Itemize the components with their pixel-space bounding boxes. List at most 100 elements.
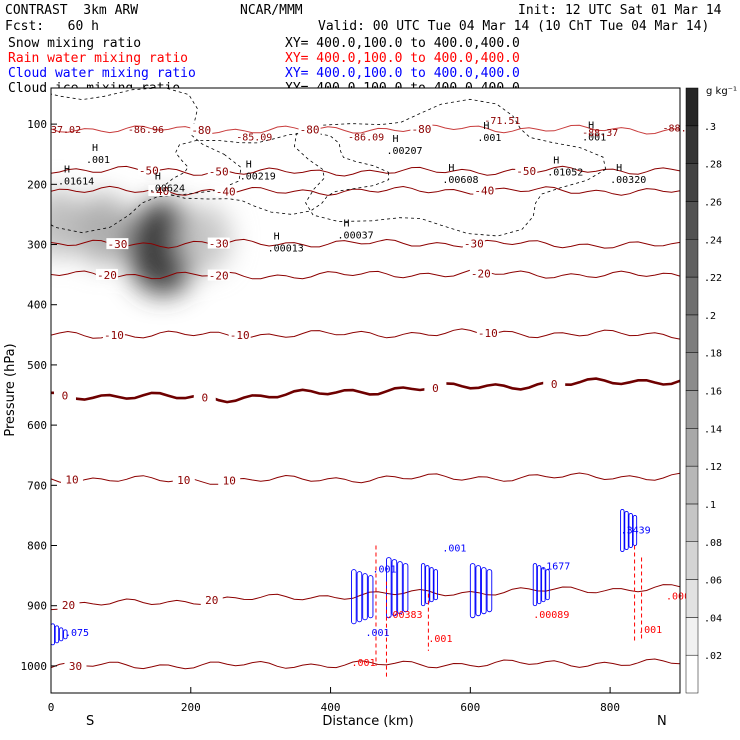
- y-tick-label: 400: [27, 299, 47, 312]
- legend-cloud-water-name: Cloud water mixing ratio: [8, 66, 196, 81]
- temp-label-bg: [200, 594, 223, 606]
- temp-contour-label: 0: [432, 382, 439, 395]
- colorbar-tick-label: .04: [704, 613, 722, 624]
- temp-contour-label: -50: [139, 165, 159, 178]
- ice-contour-label: .00207: [386, 146, 422, 157]
- temp-label-bg: [207, 165, 230, 177]
- cloud-water-label: .3439: [621, 525, 651, 536]
- temp-label-bg: [469, 267, 492, 279]
- ice-high-marker: H: [92, 143, 98, 154]
- temp-label-bg: [462, 237, 485, 249]
- colorbar-tick-label: .1: [704, 500, 716, 511]
- temp-label-bg: [64, 659, 87, 671]
- temp-label-bg: [148, 184, 171, 196]
- temp-contour-line: [51, 584, 680, 611]
- x-tick-label: 400: [321, 701, 341, 714]
- temp-contour-label: -80: [411, 123, 431, 136]
- temp-contour-label: -30: [209, 238, 229, 251]
- temp-contour-label: 10: [223, 474, 236, 487]
- temp-contour-label: 20: [205, 594, 218, 607]
- y-axis-title: Pressure (hPa): [3, 343, 18, 436]
- ice-contour-label: .00608: [442, 175, 478, 186]
- plot-area: [51, 88, 680, 693]
- temp-label-bg: [95, 268, 118, 280]
- colorbar-tick-label: .08: [704, 538, 722, 549]
- temp-contour-label: -50: [209, 166, 229, 179]
- colorbar-cell: [685, 239, 699, 278]
- cloud-ice-contours: [51, 88, 607, 237]
- temp-contour-label: -10: [230, 329, 250, 342]
- colorbar-cell: [685, 276, 699, 316]
- temp-contour-label: -30: [107, 238, 127, 251]
- ice-contour-label: .00219: [240, 172, 276, 183]
- temp-contour-label: 30: [69, 660, 82, 673]
- temp-label-bg: [476, 327, 499, 339]
- ice-contour-label: .001: [86, 155, 110, 166]
- cloud-water-contour: [420, 563, 426, 607]
- cloud-water-contour: [402, 563, 409, 613]
- temp-contour-line: [51, 238, 680, 249]
- top-value-label: -88.37: [582, 128, 618, 139]
- temp-contour-label: -20: [97, 269, 117, 282]
- top-value-label: -86.96: [128, 125, 164, 136]
- temp-label-bg: [298, 123, 321, 135]
- ice-contour: [293, 98, 607, 237]
- temp-label-bg: [60, 473, 83, 485]
- ice-high-marker: H: [392, 134, 398, 145]
- cloud-water-contour: [541, 567, 546, 603]
- legend-snow-name: Snow mixing ratio: [8, 36, 142, 51]
- temp-label-bg: [214, 185, 237, 197]
- temp-label-bg: [102, 328, 125, 340]
- ice-contour-label: .01614: [58, 176, 94, 187]
- colorbar-cell: [685, 87, 699, 127]
- x-axis-title: Distance (km): [322, 714, 413, 729]
- temp-label-bg: [515, 164, 538, 176]
- temp-label-bg: [172, 474, 195, 486]
- end-label-left: S: [86, 714, 94, 729]
- colorbar-tick-label: .16: [704, 387, 722, 398]
- colorbar: .02 .04 .06 .08 .1 .12 .14 .16 .18 .2 .22 .24 .26 .28…: [685, 87, 722, 694]
- cloud-water-contour: [63, 629, 68, 640]
- temp-label-bg: [106, 238, 129, 250]
- cloud-water-contour: [486, 569, 493, 613]
- y-tick-label: 800: [27, 540, 47, 553]
- cloud-water-contour: [545, 569, 550, 601]
- temp-label-bg: [228, 328, 251, 340]
- colorbar-cell: [685, 617, 699, 656]
- temp-contour-label: -20: [209, 270, 229, 283]
- ice-high-marker: H: [64, 164, 70, 175]
- colorbar-tick-label: .02: [704, 651, 722, 662]
- rain-contours: [375, 545, 643, 678]
- y-tick-label: 500: [27, 359, 47, 372]
- temp-contour-label: -20: [471, 268, 491, 281]
- temp-contour-label: 0: [62, 389, 69, 402]
- x-tick-label: 600: [460, 701, 480, 714]
- cloud-water-contour: [51, 623, 55, 646]
- cloud-water-contour: [386, 557, 392, 619]
- cloud-water-contour: [391, 559, 398, 617]
- ice-high-marker: H: [448, 163, 454, 174]
- cloud-water-contour: [624, 510, 629, 550]
- cloud-water-contour: [620, 508, 625, 552]
- legend-snow-xy: XY= 400.0,100.0 to 400.0,400.0: [285, 36, 520, 51]
- colorbar-cell: [685, 428, 699, 467]
- cloud-water-contour: [397, 561, 403, 615]
- colorbar-unit: g kg⁻¹: [706, 86, 737, 97]
- colorbar-tick-label: .12: [704, 462, 722, 473]
- top-value-label: -88.43: [663, 123, 699, 134]
- temp-contour-label: 0: [551, 378, 558, 391]
- valid-time: Valid: 00 UTC Tue 04 Mar 14 (10 ChT Tue …: [318, 19, 710, 34]
- legend-rain-xy: XY= 400.0,100.0 to 400.0,400.0: [285, 51, 520, 66]
- cloud-water-contour: [469, 563, 476, 619]
- cloud-water-label: .1677: [540, 562, 570, 573]
- colorbar-tick-label: .3: [704, 122, 716, 133]
- y-tick-label: 900: [27, 600, 47, 613]
- snow-shading: [51, 189, 231, 295]
- x-tick-label: 200: [181, 701, 201, 714]
- cloud-water-contour: [628, 512, 633, 548]
- colorbar-cell: [685, 503, 699, 542]
- temp-contour-label: 10: [65, 473, 78, 486]
- colorbar-cell: [685, 654, 699, 694]
- temp-contour-label: -40: [149, 185, 169, 198]
- snow-shade-blob: [178, 204, 231, 273]
